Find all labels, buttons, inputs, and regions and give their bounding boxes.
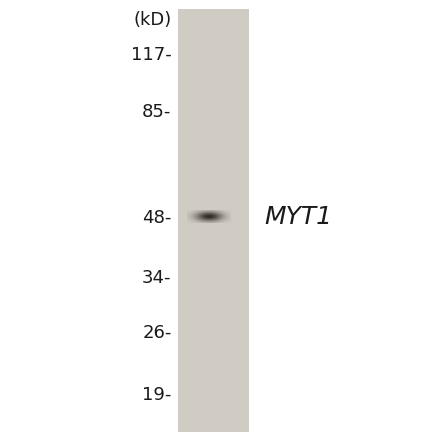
Text: 85-: 85- <box>142 104 172 121</box>
Text: 48-: 48- <box>142 209 172 227</box>
Text: (kD): (kD) <box>133 11 172 29</box>
Bar <box>178 9 249 432</box>
Text: MYT1: MYT1 <box>264 205 332 229</box>
Text: 117-: 117- <box>131 46 172 64</box>
Text: 26-: 26- <box>142 324 172 342</box>
Text: 19-: 19- <box>142 386 172 404</box>
Text: 34-: 34- <box>142 269 172 287</box>
